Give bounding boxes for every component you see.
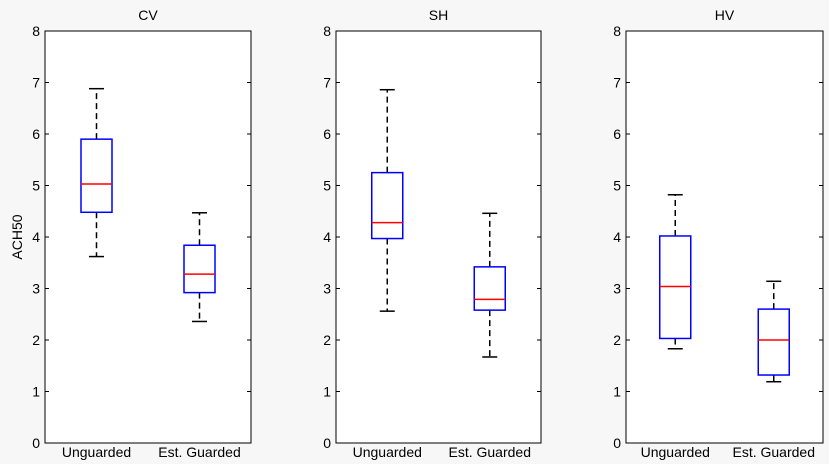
y-tick-label: 4 [613, 229, 621, 245]
iqr-box [183, 244, 216, 294]
y-tick-label: 0 [32, 435, 40, 451]
y-tick-label: 7 [323, 75, 331, 91]
iqr-box [659, 235, 692, 340]
x-tick-label: Unguarded [353, 444, 422, 460]
box-unguarded [80, 87, 113, 258]
chart-title: HV [715, 7, 735, 23]
y-tick-label: 8 [32, 23, 40, 39]
y-tick-label: 2 [323, 332, 331, 348]
y-tick-label: 7 [613, 75, 621, 91]
y-tick-label: 5 [323, 178, 331, 194]
iqr-box [757, 308, 790, 376]
iqr-box [371, 171, 404, 240]
x-tick-label: Unguarded [641, 444, 710, 460]
y-tick-label: 3 [32, 281, 40, 297]
y-tick-label: 1 [323, 384, 331, 400]
y-tick-label: 6 [32, 126, 40, 142]
y-tick-label: 0 [613, 435, 621, 451]
y-tick-label: 6 [323, 126, 331, 142]
x-tick-label: Unguarded [62, 444, 131, 460]
y-tick-label: 4 [323, 229, 331, 245]
x-tick-label: Est. Guarded [449, 444, 532, 460]
y-tick-label: 8 [613, 23, 621, 39]
x-tick-label: Est. Guarded [158, 444, 241, 460]
plot-area [625, 30, 824, 444]
y-tick-label: 2 [613, 332, 621, 348]
y-axis-label: ACH50 [9, 214, 25, 259]
y-tick-label: 3 [613, 281, 621, 297]
iqr-box [473, 266, 506, 311]
box-unguarded [659, 194, 692, 350]
plot-area [335, 30, 542, 444]
y-tick-label: 6 [613, 126, 621, 142]
box-est-guarded [183, 212, 216, 323]
chart-title: SH [429, 7, 448, 23]
box-unguarded [371, 88, 404, 312]
y-tick-label: 7 [32, 75, 40, 91]
y-tick-label: 5 [613, 178, 621, 194]
iqr-box [80, 138, 113, 214]
y-tick-label: 4 [32, 229, 40, 245]
y-tick-label: 5 [32, 178, 40, 194]
chart-title: CV [138, 7, 158, 23]
y-tick-label: 3 [323, 281, 331, 297]
panel-hv: HV 0 1 2 3 4 5 6 7 8 Unguarded Est. Guarded [613, 7, 824, 460]
panel-cv: CV 0 1 2 3 4 5 6 7 8 Unguarded Est. Guarded [32, 7, 252, 460]
y-tick-label: 0 [323, 435, 331, 451]
box-est-guarded [473, 212, 506, 358]
y-tick-label: 2 [32, 332, 40, 348]
box-est-guarded [757, 280, 790, 383]
plot-area [44, 30, 252, 444]
y-tick-label: 1 [32, 384, 40, 400]
x-tick-label: Est. Guarded [733, 444, 816, 460]
y-tick-label: 1 [613, 384, 621, 400]
y-tick-label: 8 [323, 23, 331, 39]
panel-sh: SH 0 1 2 3 4 5 6 7 8 Unguarded Est. Guarded [323, 7, 542, 460]
